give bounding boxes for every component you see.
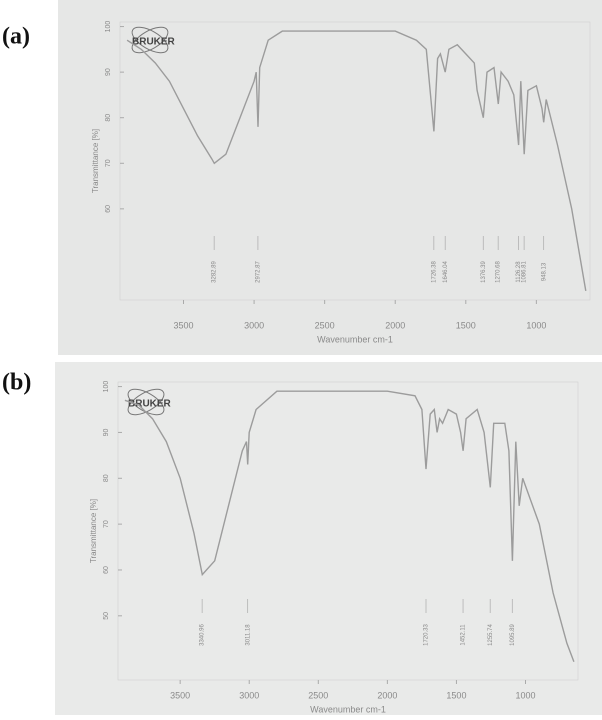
logo-orbit (127, 388, 165, 416)
peak-label: 3282.89 (212, 261, 218, 283)
y-tick-label: 90 (105, 68, 112, 76)
x-tick-label: 1000 (526, 320, 546, 330)
y-tick-label: 70 (103, 520, 110, 528)
peak-label: 1270.68 (496, 261, 502, 283)
peak-label: 1726.38 (431, 261, 437, 283)
logo-orbit (131, 26, 169, 54)
peak-label: 948.13 (541, 262, 547, 281)
peak-label: 3340.96 (200, 624, 206, 646)
peak-label: 1255.74 (488, 624, 494, 646)
y-tick-label: 90 (103, 428, 110, 436)
y-tick-label: 80 (103, 474, 110, 482)
x-tick-label: 2500 (308, 690, 328, 700)
y-axis-label: Transmittance [%] (91, 129, 100, 193)
peak-label: 1086.81 (522, 261, 528, 283)
x-tick-label: 3000 (239, 690, 259, 700)
paper-a (58, 0, 602, 355)
y-tick-label: 70 (105, 159, 112, 167)
logo: BRUKER (128, 399, 172, 410)
peak-label: 1376.39 (481, 261, 487, 283)
x-axis-label: Wavenumber cm-1 (317, 334, 393, 344)
logo: BRUKER (132, 37, 176, 48)
peak-label: 1646.04 (443, 261, 449, 283)
spectrum-line (126, 30, 587, 292)
x-tick-label: 3000 (244, 320, 264, 330)
x-tick-label: 2000 (385, 320, 405, 330)
y-tick-label: 60 (105, 205, 112, 213)
peak-label: 3011.18 (245, 624, 251, 646)
peak-label: 1095.89 (510, 624, 516, 646)
plot-frame (117, 381, 579, 681)
peak-label: 2972.87 (255, 261, 261, 283)
x-tick-label: 1500 (446, 690, 466, 700)
peak-label: 1126.28 (516, 261, 522, 283)
x-tick-label: 2000 (377, 690, 397, 700)
spectrum-line (124, 390, 575, 662)
y-tick-label: 100 (105, 21, 112, 33)
x-axis-label: Wavenumber cm-1 (310, 704, 386, 714)
plot-frame (119, 21, 591, 301)
panel-label: (b) (2, 370, 31, 396)
y-tick-label: 60 (103, 566, 110, 574)
panel-label: (a) (2, 24, 30, 50)
x-tick-label: 1000 (515, 690, 535, 700)
y-axis-label: Transmittance [%] (89, 499, 98, 563)
peak-label: 1720.33 (424, 624, 430, 646)
x-tick-label: 3500 (173, 320, 193, 330)
paper-b (55, 362, 602, 715)
peak-label: 1452.11 (461, 624, 467, 646)
x-tick-label: 3500 (170, 690, 190, 700)
y-tick-label: 100 (103, 381, 110, 393)
logo-orbit (131, 26, 169, 54)
y-tick-label: 50 (103, 612, 110, 620)
logo-orbit (127, 388, 165, 416)
x-tick-label: 2500 (315, 320, 335, 330)
y-tick-label: 80 (105, 114, 112, 122)
x-tick-label: 1500 (456, 320, 476, 330)
